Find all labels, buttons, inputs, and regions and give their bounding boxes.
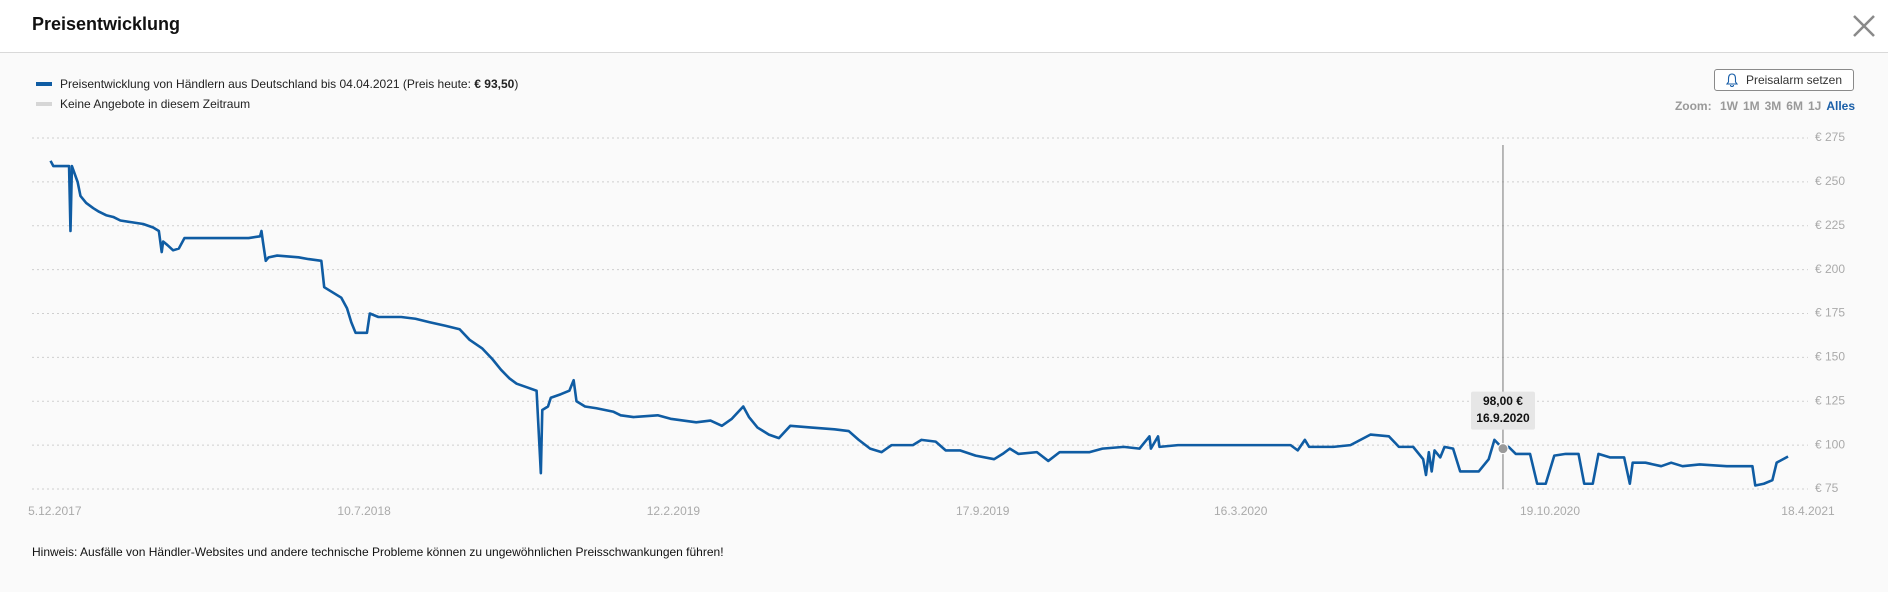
x-tick-label: 17.9.2019 [956, 504, 1010, 518]
x-tick-label: 12.2.2019 [647, 504, 701, 518]
zoom-option[interactable]: 3M [1764, 99, 1782, 113]
zoom-option[interactable]: 6M [1786, 99, 1803, 113]
zoom-controls: Zoom: 1W 1M 3M 6M 1J Alles [1675, 99, 1855, 113]
y-tick-label: € 150 [1815, 350, 1845, 364]
footnote: Hinweis: Ausfälle von Händler-Websites u… [32, 545, 724, 559]
x-tick-label: 19.10.2020 [1520, 504, 1580, 518]
price-alarm-button[interactable]: Preisalarm setzen [1714, 69, 1854, 91]
x-tick-label: 10.7.2018 [337, 504, 391, 518]
tooltip-box [1470, 391, 1535, 430]
y-tick-label: € 125 [1815, 393, 1845, 407]
legend-label: Keine Angebote in diesem Zeitraum [60, 97, 251, 111]
modal-header: Preisentwicklung [0, 0, 1888, 53]
price-line [49, 160, 1789, 487]
legend-item: Preisentwicklung von Händlern aus Deutsc… [36, 74, 518, 94]
legend-price: € 93,50 [474, 77, 515, 91]
hover-point [1497, 443, 1509, 455]
y-tick-label: € 100 [1815, 437, 1845, 451]
x-tick-label: 16.3.2020 [1214, 504, 1268, 518]
bell-icon [1725, 73, 1738, 87]
y-tick-label: € 250 [1815, 174, 1845, 188]
legend-swatch [36, 102, 52, 106]
legend-price-prefix: (Preis heute: [402, 77, 471, 91]
x-tick-label: 18.4.2021 [1781, 504, 1835, 518]
y-tick-label: € 175 [1815, 306, 1845, 320]
zoom-label: Zoom: [1674, 99, 1712, 113]
modal-title: Preisentwicklung [32, 14, 181, 34]
y-tick-label: € 275 [1815, 130, 1845, 144]
legend-item: Keine Angebote in diesem Zeitraum [36, 94, 518, 114]
legend: Preisentwicklung von Händlern aus Deutsc… [36, 74, 518, 114]
zoom-option[interactable]: 1M [1742, 99, 1760, 113]
zoom-option[interactable]: Alles [1826, 99, 1855, 113]
close-button[interactable] [1850, 12, 1878, 40]
zoom-option[interactable]: 1J [1807, 99, 1822, 113]
price-alarm-label: Preisalarm setzen [1745, 73, 1843, 87]
y-tick-label: € 200 [1815, 262, 1845, 276]
legend-label: Preisentwicklung von Händlern aus Deutsc… [60, 77, 400, 91]
y-tick-label: € 225 [1815, 218, 1845, 232]
y-tick-label: € 75 [1815, 481, 1839, 495]
x-tick-label: 5.12.2017 [28, 504, 82, 518]
legend-swatch [36, 82, 52, 86]
legend-price-suffix: ) [514, 77, 519, 91]
tooltip: 98,00 € 16.9.2020 [1470, 391, 1535, 430]
tooltip-value: 98,00 € [1483, 394, 1523, 408]
tooltip-date: 16.9.2020 [1476, 411, 1530, 425]
zoom-option[interactable]: 1W [1719, 99, 1738, 113]
